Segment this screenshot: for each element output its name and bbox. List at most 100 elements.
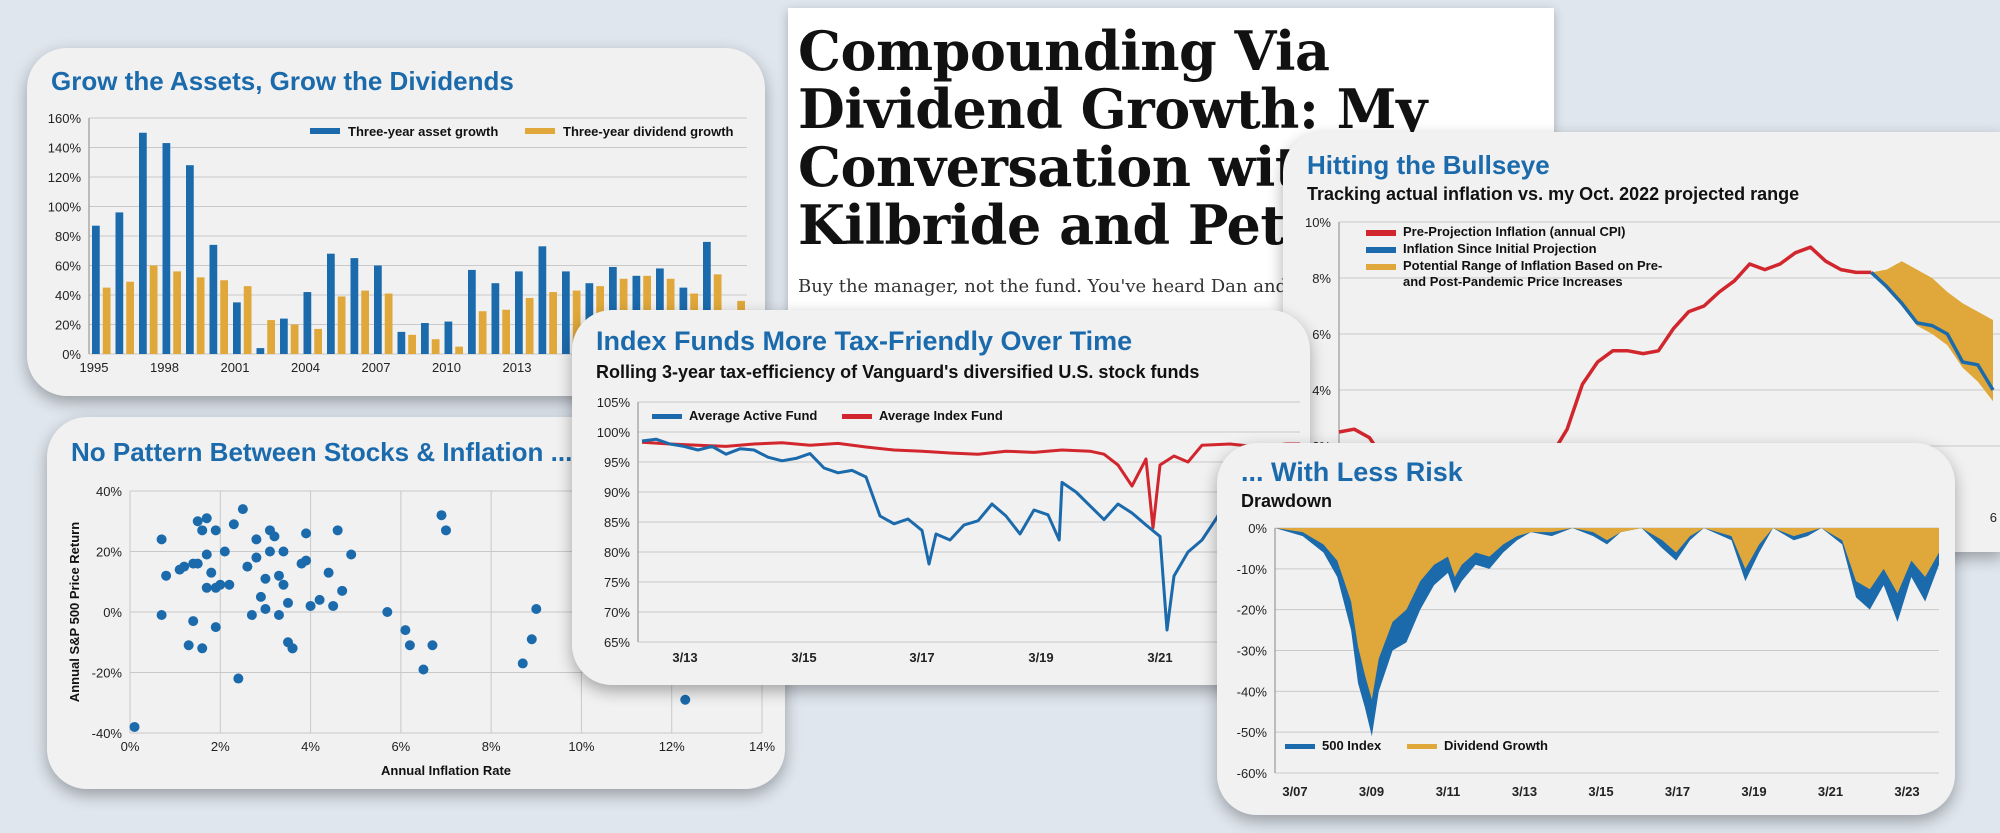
data-point bbox=[305, 600, 316, 611]
data-point bbox=[441, 525, 451, 536]
data-point bbox=[278, 579, 289, 590]
data-point bbox=[215, 579, 226, 590]
series-line-since-projection bbox=[1870, 271, 1995, 391]
y-tick-label: 65% bbox=[604, 635, 630, 650]
y-tick-label: -40% bbox=[92, 726, 123, 741]
data-point bbox=[161, 570, 172, 581]
data-point bbox=[210, 622, 221, 633]
data-point bbox=[278, 546, 289, 557]
x-tick-label: 2% bbox=[211, 739, 230, 754]
data-point bbox=[260, 603, 271, 614]
data-point bbox=[517, 658, 528, 669]
bar-dividend-2000 bbox=[220, 280, 228, 354]
bar-dividend-2015 bbox=[572, 290, 581, 354]
data-point bbox=[301, 528, 312, 539]
bar-asset-2002 bbox=[256, 348, 265, 354]
data-point bbox=[246, 610, 257, 621]
bar-dividend-1998 bbox=[173, 271, 181, 354]
x-tick-label: 3/19 bbox=[1741, 784, 1766, 799]
x-tick-label: 4% bbox=[301, 739, 320, 754]
area-chart: 0% -10% -20% -30% -40% -50% -60% 3/07 3/09 3/11 3/… bbox=[1237, 521, 1939, 799]
bar-asset-2014 bbox=[538, 246, 547, 354]
bar-dividend-2003 bbox=[290, 324, 299, 354]
bar-asset-2006 bbox=[350, 258, 359, 354]
x-tick-label: 3/07 bbox=[1282, 784, 1307, 799]
y-tick-label: -40% bbox=[1237, 684, 1268, 699]
bar-dividend-2001 bbox=[243, 286, 252, 354]
bar-asset-2010 bbox=[444, 321, 453, 354]
y-tick-label: -20% bbox=[92, 666, 123, 681]
y-tick-label: 6% bbox=[1312, 327, 1331, 342]
bar-asset-1995 bbox=[92, 225, 100, 354]
data-point bbox=[210, 525, 221, 536]
bar-asset-2001 bbox=[233, 302, 241, 354]
data-point bbox=[264, 546, 275, 557]
x-tick-label: 2004 bbox=[291, 360, 320, 375]
legend-swatch bbox=[1366, 264, 1396, 270]
bar-asset-1996 bbox=[115, 212, 124, 354]
data-point bbox=[269, 531, 280, 542]
data-point bbox=[242, 561, 253, 572]
x-tick-label: 8% bbox=[482, 739, 501, 754]
data-point bbox=[346, 549, 357, 560]
y-tick-label: 85% bbox=[604, 515, 630, 530]
data-point bbox=[427, 640, 438, 651]
x-tick-label: 2007 bbox=[362, 360, 391, 375]
y-tick-label: 8% bbox=[1312, 271, 1331, 286]
y-tick-label: 40% bbox=[55, 288, 81, 303]
data-point bbox=[206, 567, 217, 578]
bar-asset-2009 bbox=[421, 323, 429, 354]
data-point bbox=[156, 534, 167, 545]
data-point bbox=[400, 625, 411, 636]
legend-swatch bbox=[652, 414, 682, 419]
bar-asset-2015 bbox=[562, 271, 570, 354]
legend-swatch bbox=[1366, 230, 1396, 236]
data-point bbox=[201, 513, 212, 524]
data-point bbox=[418, 664, 429, 675]
bar-dividend-1997 bbox=[149, 265, 158, 354]
y-tick-label: -10% bbox=[1237, 562, 1268, 577]
y-tick-label: 90% bbox=[604, 485, 630, 500]
bar-dividend-2011 bbox=[478, 311, 487, 354]
y-tick-label: 10% bbox=[1305, 215, 1331, 230]
data-point bbox=[436, 510, 447, 521]
data-point bbox=[301, 555, 312, 566]
data-point bbox=[273, 570, 284, 581]
data-point bbox=[337, 585, 348, 596]
y-tick-label: 4% bbox=[1312, 383, 1331, 398]
series-line-active bbox=[641, 437, 1273, 632]
x-tick-label: 3/21 bbox=[1147, 650, 1172, 665]
legend-label: 500 Index bbox=[1322, 738, 1382, 753]
data-point bbox=[323, 567, 334, 578]
bar-dividend-2005 bbox=[337, 296, 346, 354]
x-tick-label: 2010 bbox=[432, 360, 461, 375]
chart-subtitle: Rolling 3-year tax-efficiency of Vanguar… bbox=[596, 362, 1200, 382]
bar-dividend-2009 bbox=[431, 339, 440, 354]
chart-title: Index Funds More Tax-Friendly Over Time bbox=[596, 326, 1133, 356]
y-tick-label: -50% bbox=[1237, 725, 1268, 740]
bar-asset-2003 bbox=[280, 318, 288, 354]
x-tick-label: 14% bbox=[749, 739, 775, 754]
data-point bbox=[251, 552, 262, 563]
bar-asset-2021 bbox=[703, 241, 711, 354]
y-tick-label: -20% bbox=[1237, 603, 1268, 618]
data-point bbox=[192, 516, 203, 527]
chart-subtitle: Tracking actual inflation vs. my Oct. 20… bbox=[1307, 184, 1800, 204]
y-tick-label: -30% bbox=[1237, 644, 1268, 659]
data-point bbox=[219, 546, 230, 557]
bar-asset-2004 bbox=[303, 292, 312, 354]
legend-label: Average Active Fund bbox=[689, 408, 817, 423]
data-point bbox=[197, 525, 208, 536]
series-line-index bbox=[641, 440, 1300, 530]
y-tick-label: 70% bbox=[604, 605, 630, 620]
data-point bbox=[201, 549, 212, 560]
y-tick-label: 120% bbox=[48, 170, 82, 185]
legend-swatch bbox=[1285, 744, 1315, 749]
legend-swatch bbox=[1366, 247, 1396, 253]
x-tick-label: 1995 bbox=[80, 360, 109, 375]
data-point bbox=[328, 600, 339, 611]
area-dividend-growth bbox=[1275, 528, 1939, 700]
x-tick-label: 3/15 bbox=[1588, 784, 1613, 799]
bar-dividend-2012 bbox=[502, 309, 510, 354]
data-point bbox=[531, 603, 542, 614]
